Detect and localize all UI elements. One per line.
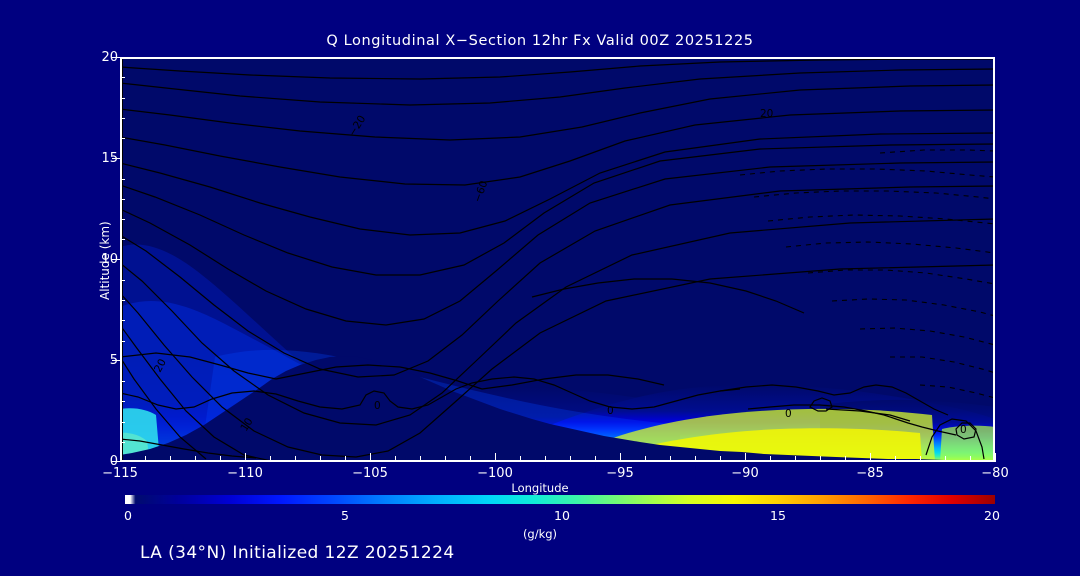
x-minor-tick	[595, 456, 596, 462]
x-minor-tick	[770, 456, 771, 462]
x-tick--105: −105	[352, 466, 388, 481]
x-tick--100: −100	[477, 466, 513, 481]
x-minor-tick	[445, 456, 446, 462]
colorbar-tick-5: 5	[341, 508, 349, 523]
x-minor-tick	[170, 456, 171, 462]
x-major-tick	[995, 453, 996, 462]
contour-label: 0	[374, 400, 381, 412]
x-major-tick	[495, 453, 496, 462]
x-minor-tick	[920, 456, 921, 462]
x-minor-tick	[320, 456, 321, 462]
x-minor-tick	[195, 456, 196, 462]
y-minor-tick	[120, 179, 125, 180]
colorbar-tick-20: 20	[984, 508, 1000, 523]
x-minor-tick	[145, 456, 146, 462]
x-minor-tick	[420, 456, 421, 462]
x-minor-tick	[795, 456, 796, 462]
x-tick--85: −85	[856, 466, 884, 481]
x-minor-tick	[345, 456, 346, 462]
x-major-tick	[120, 453, 121, 462]
chart-title: Q Longitudinal X−Section 12hr Fx Valid 0…	[326, 33, 754, 49]
y-axis-label: Altitude (km)	[98, 221, 112, 300]
y-minor-tick	[120, 199, 125, 200]
colorbar-tick-15: 15	[770, 508, 786, 523]
y-tick-15: 15	[101, 151, 118, 166]
x-minor-tick	[945, 456, 946, 462]
colorbar-gradient	[125, 495, 995, 504]
y-minor-tick	[120, 219, 125, 220]
y-major-tick	[112, 360, 120, 361]
isotherm-contours	[120, 58, 995, 462]
x-minor-tick	[395, 456, 396, 462]
x-minor-tick	[895, 456, 896, 462]
x-axis-label: Longitude	[511, 481, 569, 495]
x-major-tick	[370, 453, 371, 462]
y-minor-tick	[120, 280, 125, 281]
x-major-tick	[870, 453, 871, 462]
x-tick--110: −110	[227, 466, 263, 481]
x-minor-tick	[545, 456, 546, 462]
contour-label: 0	[960, 424, 967, 436]
y-tick-10: 10	[101, 252, 118, 267]
x-minor-tick	[820, 456, 821, 462]
x-minor-tick	[695, 456, 696, 462]
contour-label: 0	[785, 408, 792, 420]
cross-section-plot: −20 −60 20 20 10 0 0 0 0	[120, 57, 995, 462]
terrain-mask	[120, 356, 995, 462]
colorbar-tick-0: 0	[124, 508, 132, 523]
x-minor-tick	[570, 456, 571, 462]
x-minor-tick	[845, 456, 846, 462]
y-minor-tick	[120, 442, 125, 443]
figure-footer: LA (34°N) Initialized 12Z 20251224	[140, 543, 455, 563]
x-minor-tick	[645, 456, 646, 462]
y-minor-tick	[120, 77, 125, 78]
x-major-tick	[745, 453, 746, 462]
y-minor-tick	[120, 138, 125, 139]
y-minor-tick	[120, 381, 125, 382]
y-minor-tick	[120, 118, 125, 119]
y-minor-tick	[120, 239, 125, 240]
y-minor-tick	[120, 300, 125, 301]
colorbar	[125, 495, 995, 504]
y-minor-tick	[120, 98, 125, 99]
y-tick-20: 20	[101, 50, 118, 65]
x-minor-tick	[270, 456, 271, 462]
colorbar-unit-label: (g/kg)	[522, 527, 558, 541]
x-minor-tick	[520, 456, 521, 462]
x-minor-tick	[220, 456, 221, 462]
x-minor-tick	[470, 456, 471, 462]
x-tick--115: −115	[102, 466, 138, 481]
x-tick--90: −90	[731, 466, 759, 481]
contour-label: 20	[152, 357, 169, 374]
contour-label: 0	[607, 405, 614, 417]
x-tick--80: −80	[981, 466, 1009, 481]
y-minor-tick	[120, 401, 125, 402]
dashed-isotherm-contours	[739, 149, 995, 399]
contour-label-group: −20 −60 20 20 10 0 0 0 0	[152, 108, 967, 436]
x-minor-tick	[970, 456, 971, 462]
x-minor-tick	[295, 456, 296, 462]
x-major-tick	[620, 453, 621, 462]
x-minor-tick	[720, 456, 721, 462]
y-minor-tick	[120, 320, 125, 321]
y-major-tick	[112, 57, 120, 58]
y-major-tick	[112, 259, 120, 260]
humidity-field: −20 −60 20 20 10 0 0 0 0	[120, 57, 995, 462]
x-tick--95: −95	[606, 466, 634, 481]
y-minor-tick	[120, 341, 125, 342]
y-major-tick	[112, 461, 120, 462]
x-major-tick	[245, 453, 246, 462]
y-major-tick	[112, 158, 120, 159]
contour-label: 20	[760, 108, 773, 120]
x-minor-tick	[670, 456, 671, 462]
y-minor-tick	[120, 422, 125, 423]
colorbar-tick-10: 10	[554, 508, 570, 523]
